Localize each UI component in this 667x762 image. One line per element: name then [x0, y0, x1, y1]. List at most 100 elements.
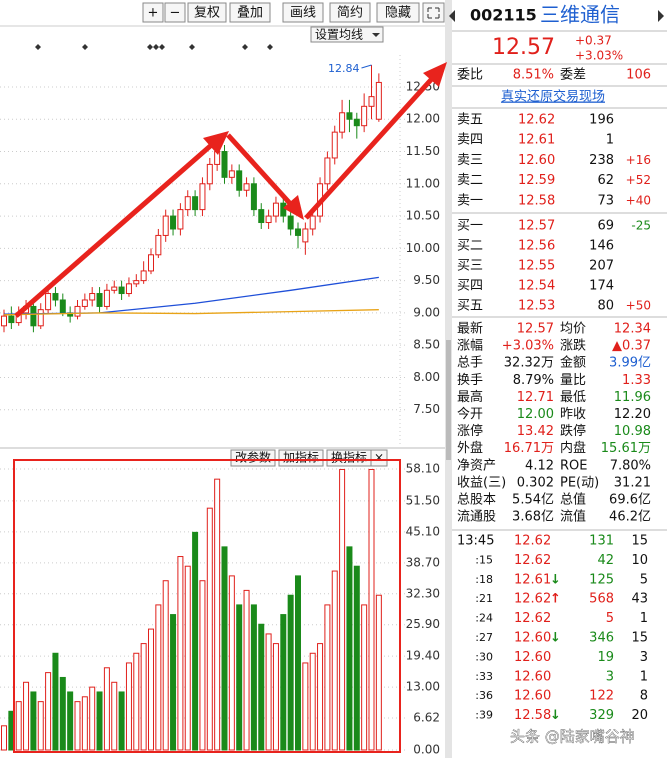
- stat-label: 流通股: [457, 510, 496, 525]
- splitter-handle[interactable]: [446, 340, 451, 460]
- book-volume: 238: [589, 153, 614, 168]
- toolbar-button[interactable]: [376, 2, 420, 23]
- candle-body: [324, 157, 331, 185]
- pct-change: +3.03%: [575, 49, 623, 63]
- candle-body: [52, 293, 59, 301]
- candle-body: [250, 183, 257, 211]
- volume-bar: [324, 604, 331, 751]
- y-tick-label: 9.00: [413, 305, 440, 319]
- volume-bar: [89, 686, 96, 751]
- book-label: 买三: [457, 259, 483, 274]
- volume-bar: [170, 614, 177, 751]
- volume-bar: [45, 672, 52, 751]
- volume-bar: [236, 604, 243, 751]
- volume-bar: [103, 667, 110, 751]
- volume-bar: [331, 570, 338, 751]
- stat-label: 流值: [560, 509, 586, 525]
- toolbar-button[interactable]: [164, 2, 186, 23]
- trade-count: 8: [640, 689, 648, 704]
- stat-label: 净资产: [457, 458, 496, 473]
- stat-value: 3.68亿: [512, 510, 554, 525]
- trade-time: :27: [475, 631, 493, 644]
- volume-bar: [1, 725, 7, 751]
- toolbar-label: 简约: [337, 5, 363, 21]
- volume-bar: [192, 531, 199, 751]
- book-price: 12.62: [518, 113, 555, 128]
- next-stock[interactable]: [658, 10, 664, 22]
- indicator-button[interactable]: [230, 449, 276, 467]
- candle-body: [103, 289, 110, 307]
- volume-bar: [74, 701, 81, 751]
- ma-settings-button[interactable]: [310, 26, 384, 43]
- candle-body: [148, 254, 154, 272]
- candle-body: [375, 81, 382, 120]
- event-markers: [35, 44, 273, 50]
- y-tick-label: 7.50: [413, 402, 440, 416]
- candle-body: [59, 299, 66, 314]
- stat-value: ▲0.37: [612, 339, 651, 354]
- volume-bar: [353, 565, 360, 751]
- stat-label: 量比: [560, 373, 586, 388]
- indicator-button[interactable]: [278, 449, 324, 467]
- candle-body: [125, 283, 132, 295]
- stock-code: 002115: [470, 6, 537, 25]
- trade-count: 20: [631, 708, 648, 723]
- book-volume: 80: [597, 299, 614, 314]
- stat-value: 0.302: [517, 475, 554, 490]
- stat-label: 总值: [560, 492, 586, 508]
- toolbar-label: −: [170, 6, 181, 21]
- volume-bar: [258, 623, 265, 751]
- candle-body: [206, 163, 213, 185]
- stat-value: 31.21: [614, 475, 651, 490]
- volume-bar: [15, 701, 22, 751]
- y-tick-label: 11.50: [406, 144, 440, 158]
- indicator-button[interactable]: [370, 449, 388, 467]
- stat-value: 12.20: [614, 407, 651, 422]
- y-tick-label: 38.70: [406, 555, 440, 569]
- trade-time: :21: [475, 592, 493, 605]
- candle-body: [8, 315, 15, 324]
- volume-bar: [52, 652, 59, 751]
- book-label: 买二: [457, 239, 483, 254]
- replay-link[interactable]: 真实还原交易现场: [501, 89, 605, 105]
- book-price: 12.54: [518, 279, 555, 294]
- book-delta: +16: [626, 153, 651, 167]
- candle-body: [228, 170, 235, 178]
- candle-body: [192, 196, 199, 211]
- toolbar-button[interactable]: [282, 2, 324, 23]
- trade-volume: 5: [606, 611, 614, 626]
- prev-stock[interactable]: [449, 10, 455, 22]
- toolbar-button[interactable]: [329, 2, 371, 23]
- dropdown-icon: [372, 33, 380, 37]
- stat-value: 12.57: [517, 322, 554, 337]
- y-tick-label: 9.50: [413, 273, 440, 287]
- toolbar-label: 隐藏: [385, 6, 411, 21]
- candle-body: [295, 228, 301, 236]
- y-tick-label: 10.00: [406, 241, 440, 255]
- toolbar-button[interactable]: [229, 2, 271, 23]
- trade-price: 12.62: [514, 592, 551, 607]
- volume-bar: [59, 676, 66, 751]
- toolbar-button[interactable]: [142, 2, 164, 23]
- candle-body: [272, 202, 279, 217]
- book-price: 12.58: [518, 193, 555, 208]
- stock-name: 三维通信: [540, 3, 620, 27]
- weibi-label: 委比: [457, 68, 483, 83]
- volume-highlight: [13, 459, 401, 753]
- stat-value: 1.33: [622, 373, 651, 388]
- book-price: 12.53: [518, 299, 555, 314]
- watermark: 头条 @陆家嘴谷神: [510, 728, 635, 746]
- stat-label: ROE: [560, 458, 587, 473]
- volume-bar: [96, 691, 103, 751]
- trade-time: :18: [475, 573, 493, 586]
- volume-bar: [206, 507, 213, 751]
- stat-value: 5.54亿: [512, 493, 554, 508]
- toolbar-button[interactable]: [187, 2, 227, 23]
- price-change: +0.37: [575, 34, 612, 48]
- stat-label: 收益(三): [457, 475, 506, 490]
- candle-body: [265, 215, 272, 224]
- volume-bar: [368, 468, 375, 751]
- fullscreen-button[interactable]: [422, 2, 445, 23]
- volume-bar: [280, 614, 287, 751]
- volume-bar: [184, 565, 191, 751]
